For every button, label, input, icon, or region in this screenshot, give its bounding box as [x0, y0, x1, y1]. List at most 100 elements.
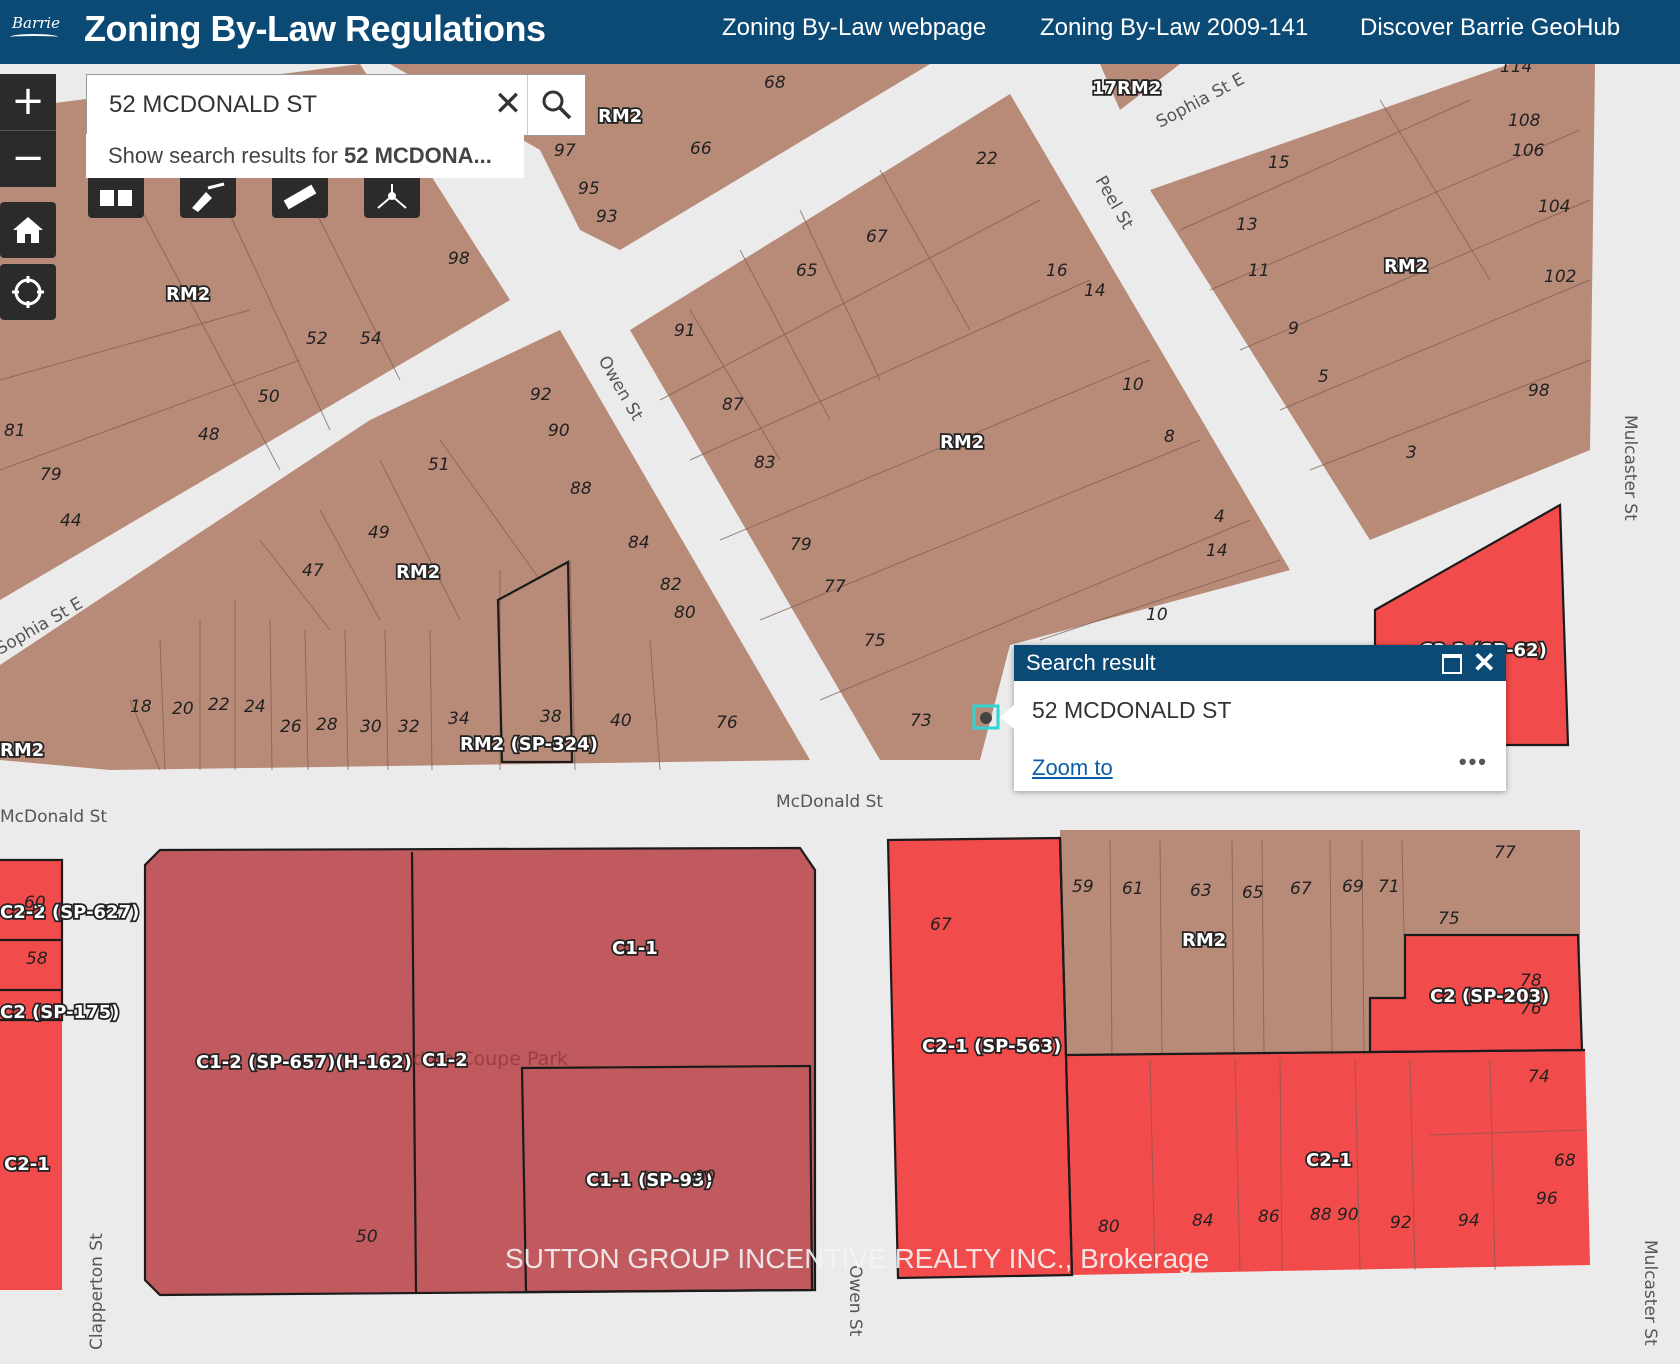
zoning-map[interactable]: Sophia St E Sophia St E Peel St Owen St …	[0, 64, 1680, 1364]
discover-geohub-link[interactable]: Discover Barrie GeoHub	[1360, 14, 1621, 41]
lot-number: 30	[360, 717, 382, 737]
lot-number: 88	[570, 479, 592, 499]
lot-number: 65	[796, 261, 818, 281]
lot-number: 80	[1098, 1217, 1120, 1237]
lot-number: 66	[690, 139, 712, 159]
block-c2-1-sp563	[888, 838, 1072, 1278]
ruler-icon	[283, 184, 317, 210]
clear-search-button[interactable]: ✕	[493, 85, 523, 123]
locate-icon	[12, 276, 44, 308]
lot-number: 10	[1146, 605, 1168, 625]
zone-boundaries	[0, 503, 1586, 1297]
zone-label: C2 (SP-203)	[1430, 986, 1549, 1007]
lot-number: 77	[1494, 843, 1516, 863]
lot-number: 10	[1122, 375, 1144, 395]
home-button[interactable]	[0, 202, 56, 258]
block-c1-sw	[145, 848, 815, 1295]
zone-labels: RM2 RM2 RM2 RM2 RM2 RM2 RM2 RM2 (SP-324)…	[0, 76, 1551, 1193]
lot-number: 106	[1512, 141, 1545, 161]
lot-number: 22	[208, 695, 230, 715]
lot-number: 92	[530, 385, 552, 405]
app-header: Barrie Zoning By-Law Regulations Zoning …	[0, 0, 1680, 64]
zone-label: RM2	[396, 562, 440, 583]
lot-number: 34	[448, 709, 470, 729]
lot-number: 92	[1390, 1213, 1412, 1233]
maximize-icon[interactable]	[1442, 654, 1462, 674]
lot-number: 15	[1268, 153, 1290, 173]
lot-number: 108	[1508, 111, 1541, 131]
lot-number: 74	[1528, 1067, 1550, 1087]
lot-number: 61	[1122, 879, 1144, 899]
zoning-bylaw-webpage-link[interactable]: Zoning By-Law webpage	[722, 14, 987, 41]
lot-number: 11	[1248, 261, 1270, 281]
lot-number: 68	[764, 73, 786, 93]
search-input[interactable]	[87, 75, 531, 135]
lot-number: 91	[674, 321, 696, 341]
lot-number: 81	[4, 421, 26, 441]
zone-label: C1-2 (SP-657)(H-162)	[196, 1052, 412, 1073]
lot-number: 114	[1500, 64, 1532, 77]
street-clapperton: Clapperton St	[87, 1233, 107, 1350]
lot-number: 80	[674, 603, 696, 623]
popup-pointer	[1000, 705, 1014, 729]
app-title: Zoning By-Law Regulations	[84, 8, 546, 49]
lot-number: 44	[60, 511, 82, 531]
selected-parcel-marker[interactable]	[972, 704, 1000, 730]
lot-number: 76	[716, 713, 738, 733]
lot-number: 13	[1236, 215, 1258, 235]
lot-number: 67	[866, 227, 888, 247]
lot-number: 83	[754, 453, 776, 473]
lot-number: 65	[1242, 883, 1264, 903]
lot-number: 16	[1046, 261, 1068, 281]
lot-number: 9	[1288, 319, 1299, 339]
lot-number: 76	[1520, 999, 1542, 1019]
lot-number: 75	[864, 631, 886, 651]
zone-label: C2-2 (SP-627)	[0, 902, 139, 923]
lot-number: 94	[1458, 1211, 1480, 1231]
locate-button[interactable]	[0, 264, 56, 320]
lot-number: 22	[976, 149, 998, 169]
lot-number: 98	[1528, 381, 1550, 401]
lot-number: 51	[428, 455, 450, 475]
barrie-logo[interactable]: Barrie	[12, 14, 60, 32]
lot-number: 38	[540, 707, 562, 727]
lot-number: 79	[790, 535, 812, 555]
lot-number: 18	[130, 697, 152, 717]
zone-label: C2-1	[4, 1154, 50, 1175]
zone-label: 17RM2	[1092, 78, 1161, 99]
lot-number: 84	[1192, 1211, 1214, 1231]
lot-number: 88 90	[1310, 1205, 1359, 1225]
lot-number: 98	[448, 249, 470, 269]
grid-icon	[100, 190, 132, 206]
selected-parcel-dot	[980, 712, 992, 724]
lot-number: 60	[24, 893, 46, 913]
close-icon[interactable]: ✕	[1472, 647, 1496, 678]
lot-number: 5	[1318, 367, 1329, 387]
search-button[interactable]	[527, 75, 586, 135]
lot-number: 90	[548, 421, 570, 441]
lot-number: 8	[1164, 427, 1175, 447]
zoom-out-button[interactable]: −	[0, 130, 56, 187]
lot-number: 24	[244, 697, 266, 717]
lot-number: 67	[1290, 879, 1312, 899]
zoom-to-link[interactable]: Zoom to	[1032, 755, 1113, 780]
zone-label: RM2	[1182, 930, 1226, 951]
lot-number: 77	[824, 577, 846, 597]
lot-number: 71	[1378, 877, 1400, 897]
block-c2-sp203	[1370, 935, 1582, 1052]
lot-number: 93	[596, 207, 618, 227]
lot-number: 14	[1206, 541, 1228, 561]
lot-numbers: 68 66 97 95 93 98 52 54 50 48 81 79 44 9…	[4, 64, 1576, 1247]
lot-number: 67	[930, 915, 952, 935]
popup-address: 52 MCDONALD ST	[1032, 697, 1232, 723]
more-options-button[interactable]: •••	[1458, 749, 1488, 774]
zoning-bylaw-2009-141-link[interactable]: Zoning By-Law 2009-141	[1040, 14, 1309, 41]
lot-number: 58	[26, 949, 48, 969]
lot-number: 59	[1072, 877, 1094, 897]
search-suggestion[interactable]: Show search results for 52 MCDONA...	[86, 134, 524, 178]
block-c2-west	[0, 860, 62, 1290]
pen-icon	[192, 182, 225, 212]
zone-label: RM2	[0, 740, 44, 761]
zoom-in-button[interactable]: +	[0, 74, 56, 130]
street-mulcaster-s: Mulcaster St	[1640, 1240, 1660, 1346]
